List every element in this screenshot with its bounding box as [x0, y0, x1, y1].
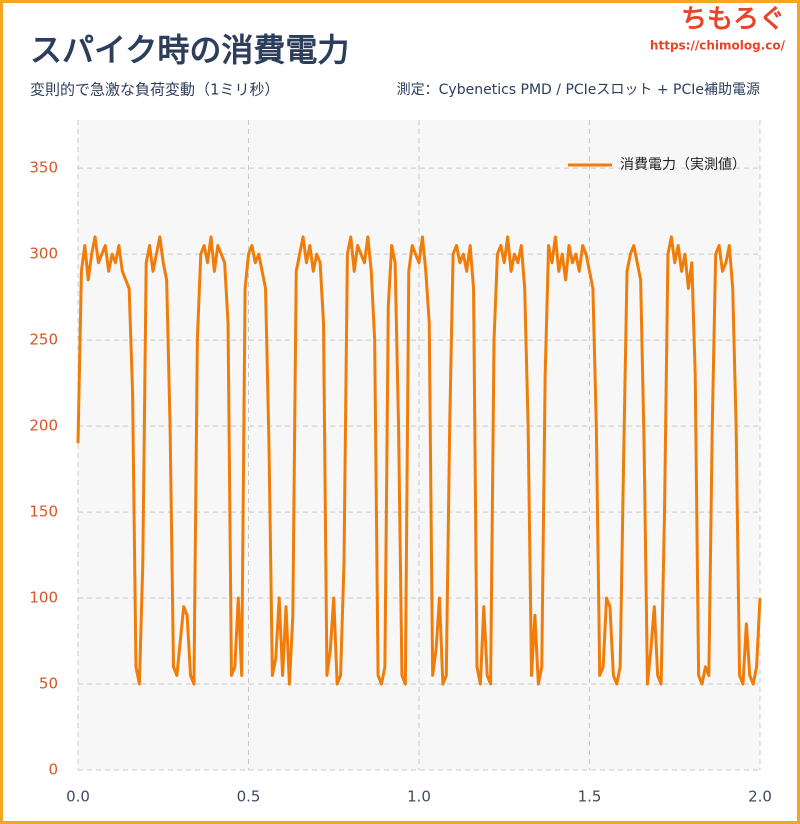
measurement-note: 測定：Cybenetics PMD / PCIeスロット + PCIe補助電源 [397, 82, 760, 98]
brand-url: https://chimolog.co/ [650, 39, 786, 53]
legend-label: 消費電力（実測値） [620, 157, 746, 173]
y-tick-label: 300 [29, 245, 58, 263]
x-tick-label: 1.0 [407, 788, 431, 806]
y-tick-label: 250 [29, 331, 58, 349]
chart-title: スパイク時の消費電力 [30, 31, 349, 69]
y-tick-label: 50 [39, 675, 58, 693]
brand: ちもろぐ [681, 5, 785, 35]
chart-subtitle: 変則的で急激な負荷変動（1ミリ秒） [30, 81, 280, 99]
y-tick-label: 200 [29, 417, 58, 435]
y-tick-label: 0 [48, 761, 58, 779]
x-tick-label: 0.0 [66, 788, 90, 806]
y-tick-label: 100 [29, 589, 58, 607]
y-tick-label: 150 [29, 503, 58, 521]
y-tick-label: 350 [29, 159, 58, 177]
data-line [76, 235, 762, 686]
x-tick-label: 2.0 [748, 788, 772, 806]
x-tick-label: 0.5 [237, 788, 261, 806]
x-tick-label: 1.5 [578, 788, 602, 806]
